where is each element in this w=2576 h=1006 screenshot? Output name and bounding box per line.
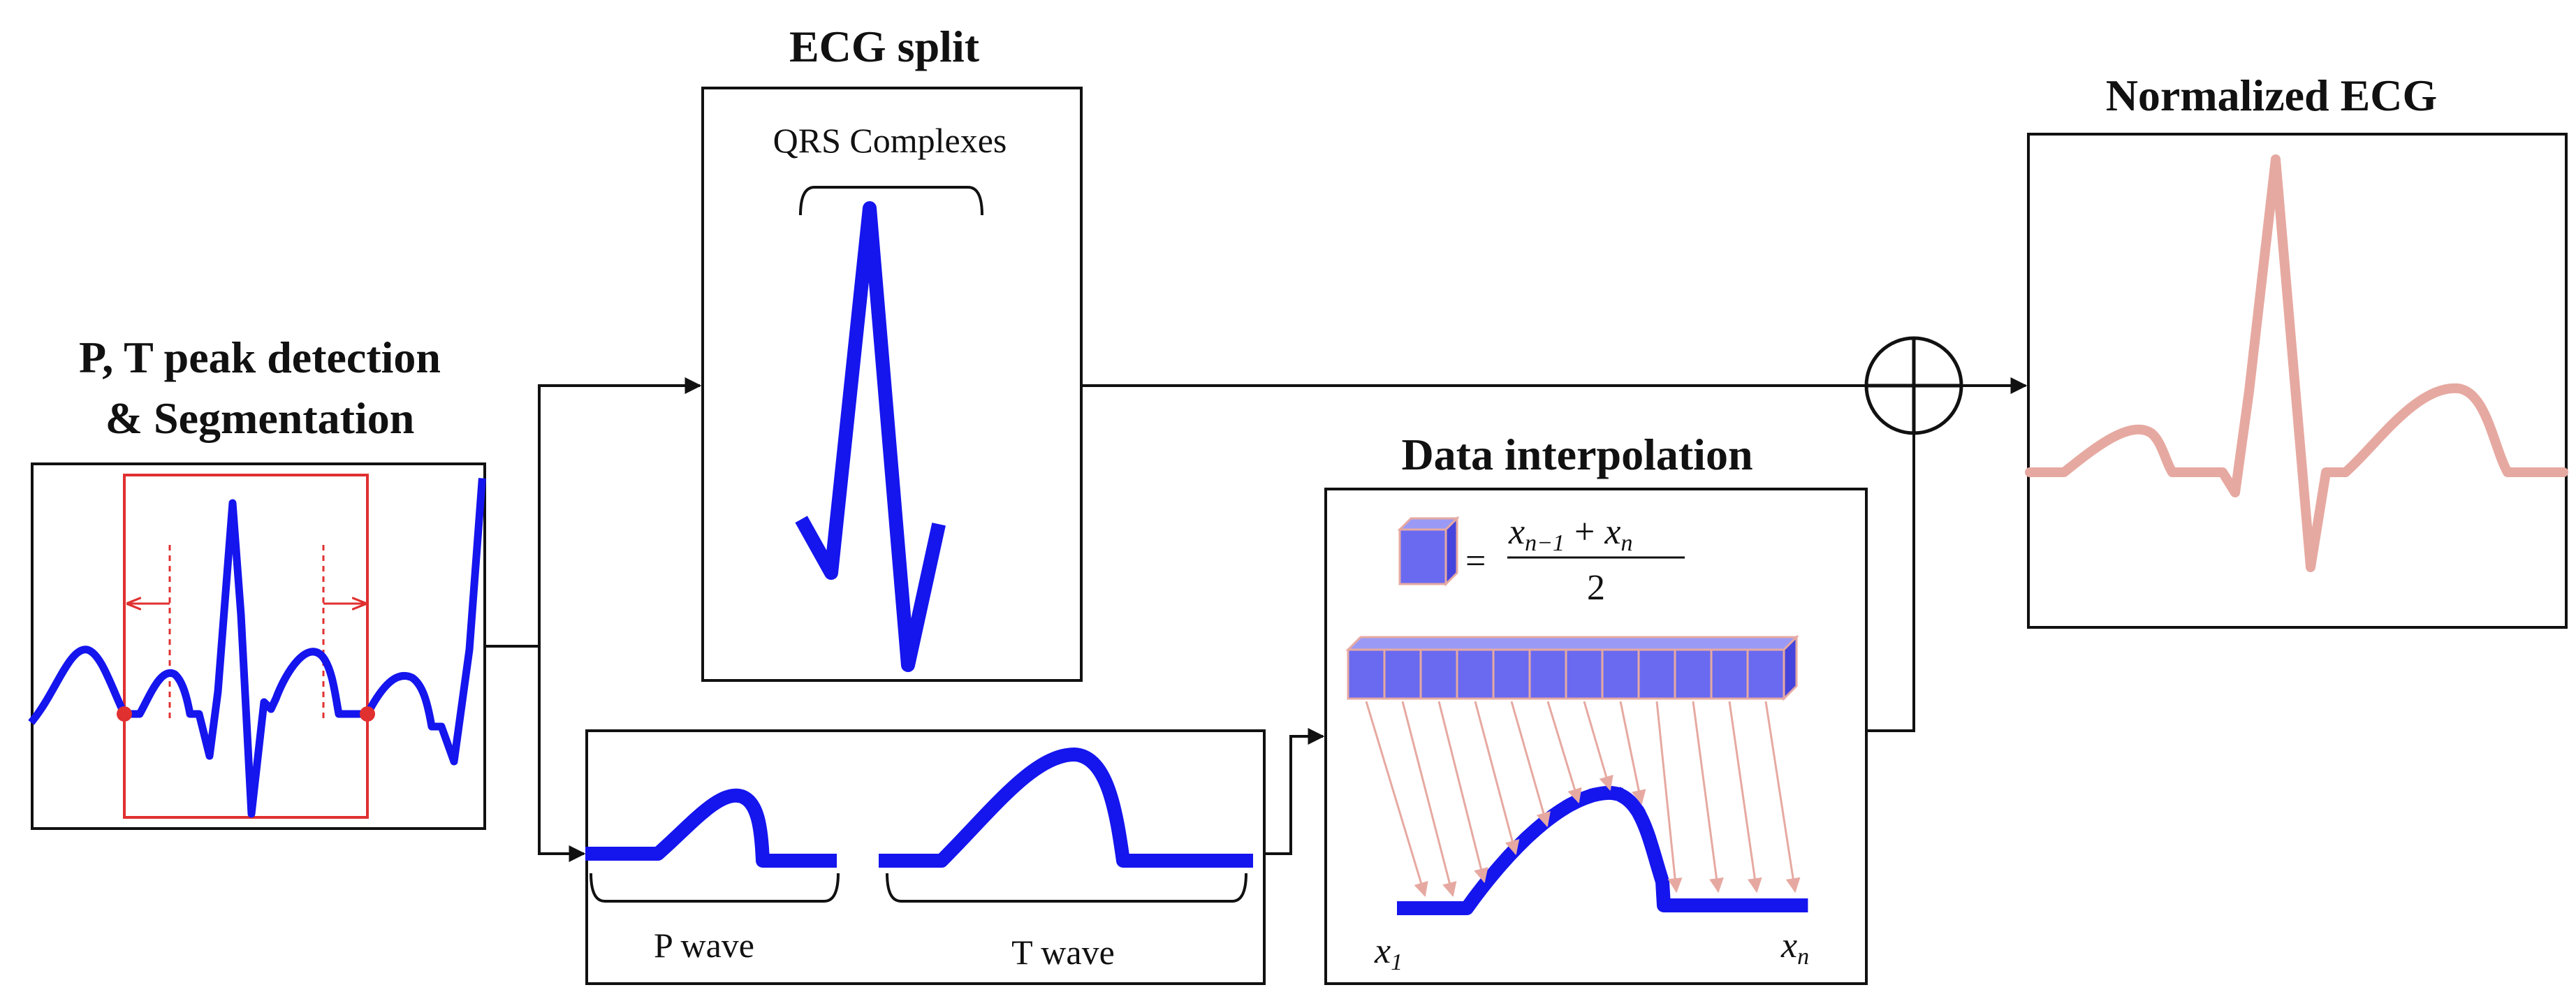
t-wave-bracket xyxy=(886,873,1247,903)
formula-numerator: xn−1 + xn xyxy=(1508,512,1632,556)
interpolation-arrow xyxy=(1437,701,1488,884)
interpolation-arrow xyxy=(1546,701,1582,804)
cube-row-cell xyxy=(1637,648,1676,700)
p-wave-label: P wave xyxy=(654,926,754,965)
cube-row-top xyxy=(1345,636,1799,651)
formula-denominator: 2 xyxy=(1587,568,1605,608)
interpolated-cube-row xyxy=(1345,634,1799,701)
segment-window xyxy=(123,474,369,819)
p-wave-trace xyxy=(585,788,837,868)
segmentation-panel xyxy=(28,462,486,830)
interpolation-arrow xyxy=(1619,701,1646,805)
segment-end-point xyxy=(360,706,375,722)
last-sample-label: xn xyxy=(1780,926,1809,970)
normalized-ecg-trace xyxy=(2025,154,2568,572)
cube-row-cell xyxy=(1492,648,1531,700)
interp-to-combine-wire xyxy=(1866,433,1915,732)
interpolation-arrow xyxy=(1764,701,1801,894)
qrs-complexes-label: QRS Complexes xyxy=(773,121,1007,160)
cube-row-cell xyxy=(1383,648,1422,700)
interpolation-arrow xyxy=(1474,701,1520,856)
normalized-ecg-title: Normalized ECG xyxy=(2106,71,2438,120)
cube-row-cell xyxy=(1456,648,1495,700)
cube-row-cell xyxy=(1565,648,1604,700)
first-sample-label: x1 xyxy=(1374,931,1403,975)
cube-row-cell xyxy=(1601,648,1640,700)
segmentation-title-line1: P, T peak detection xyxy=(79,333,441,382)
interpolation-arrow xyxy=(1583,701,1613,792)
normalized-ecg-panel xyxy=(2025,133,2568,629)
cube-row-cell xyxy=(1746,648,1785,700)
interpolation-arrow xyxy=(1692,701,1724,894)
t-wave-label: T wave xyxy=(1011,933,1115,972)
segmentation-title-line2: & Segmentation xyxy=(105,393,415,443)
pt-to-interp-arrow xyxy=(1264,728,1325,855)
qrs-complex-trace xyxy=(795,201,946,672)
interpolated-trace xyxy=(1397,786,1816,915)
cube-row-cell xyxy=(1710,648,1749,700)
segment-start-point xyxy=(117,706,132,722)
interpolation-arrow xyxy=(1728,701,1762,894)
interpolation-arrow xyxy=(1365,701,1428,898)
ecg-split-title: ECG split xyxy=(789,22,980,71)
qrs-panel: QRS Complexes xyxy=(701,87,1083,682)
interpolation-panel: = xn−1 + xn 2 x1 xn xyxy=(1324,488,1868,985)
cube-icon xyxy=(1397,516,1460,587)
formula-equals: = xyxy=(1465,541,1486,581)
cube-row-cell xyxy=(1674,648,1713,700)
interpolation-arrows xyxy=(1365,701,1801,898)
interpolation-arrow xyxy=(1655,701,1683,894)
cube-row-cell xyxy=(1419,648,1458,700)
interpolation-arrow xyxy=(1401,701,1457,898)
p-wave-bracket xyxy=(590,873,840,903)
qrs-bracket xyxy=(799,186,983,216)
interpolation-arrow xyxy=(1510,701,1551,828)
t-wave-trace xyxy=(879,748,1253,868)
cube-row-cell xyxy=(1347,648,1386,700)
data-interpolation-title: Data interpolation xyxy=(1401,430,1752,479)
raw-ecg-trace xyxy=(28,478,486,818)
cube-row-side xyxy=(1783,634,1798,701)
pt-wave-panel: P wave T wave xyxy=(585,729,1266,985)
cube-row-cell xyxy=(1528,648,1567,700)
